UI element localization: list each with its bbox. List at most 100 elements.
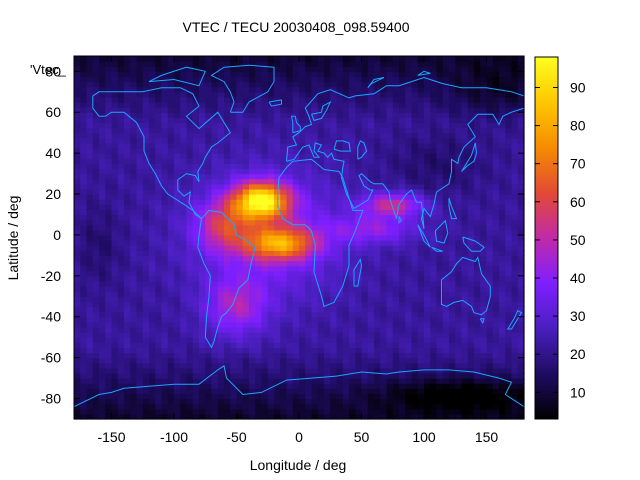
tec-cell — [342, 337, 350, 343]
tec-cell — [136, 209, 144, 216]
tec-cell — [480, 240, 488, 246]
tec-cell — [99, 168, 106, 175]
tec-cell — [374, 367, 381, 374]
tec-cell — [499, 148, 506, 154]
tec-cell — [399, 96, 406, 103]
tec-cell — [361, 240, 369, 246]
tec-cell — [236, 132, 244, 139]
tec-cell — [461, 403, 469, 410]
tec-cell — [267, 148, 275, 154]
tec-cell — [136, 168, 144, 175]
tec-cell — [261, 296, 269, 303]
tec-cell — [424, 250, 431, 256]
tec-cell — [367, 204, 375, 210]
tec-cell — [99, 352, 106, 359]
tec-cell — [392, 383, 400, 389]
tec-cell — [367, 61, 375, 67]
tec-cell — [286, 311, 294, 318]
tec-cell — [499, 132, 506, 139]
tec-cell — [167, 168, 175, 175]
tec-cell — [311, 163, 319, 170]
tec-cell — [86, 173, 94, 180]
tec-cell — [436, 332, 444, 338]
tec-cell — [486, 61, 494, 67]
tec-cell — [361, 224, 369, 231]
tec-cell — [355, 209, 363, 216]
tec-cell — [374, 112, 381, 118]
tec-cell — [242, 76, 250, 83]
tec-cell — [136, 127, 144, 134]
tec-cell — [205, 250, 213, 256]
tec-cell — [199, 245, 206, 251]
tec-cell — [417, 61, 425, 67]
tec-cell — [311, 178, 319, 185]
tec-cell — [455, 56, 463, 62]
tec-cell — [117, 260, 125, 267]
tec-cell — [436, 388, 444, 395]
tec-cell — [211, 209, 219, 216]
tec-cell — [299, 107, 306, 113]
tec-cell — [505, 250, 513, 256]
tec-cell — [305, 347, 313, 354]
tec-cell — [111, 234, 119, 241]
tec-cell — [255, 265, 263, 272]
tec-cell — [236, 158, 244, 164]
tec-cell — [149, 122, 156, 129]
tec-cell — [86, 137, 94, 144]
tec-cell — [361, 291, 369, 297]
tec-cell — [249, 378, 256, 384]
tec-cell — [330, 255, 338, 262]
tec-cell — [380, 122, 388, 129]
tec-cell — [380, 240, 388, 246]
tec-cell — [267, 91, 275, 98]
tec-cell — [467, 168, 475, 175]
tec-cell — [380, 403, 388, 410]
tec-cell — [386, 240, 394, 246]
tec-cell — [117, 158, 125, 164]
tec-cell — [499, 142, 506, 149]
tec-cell — [399, 132, 406, 139]
tec-cell — [299, 234, 306, 241]
tec-cell — [386, 316, 394, 323]
tec-cell — [186, 183, 194, 190]
tec-cell — [392, 229, 400, 236]
tec-cell — [80, 173, 88, 180]
tec-cell — [430, 107, 438, 113]
tec-cell — [105, 286, 113, 292]
tec-cell — [455, 61, 463, 67]
tec-cell — [117, 311, 125, 318]
tec-cell — [486, 127, 494, 134]
tec-cell — [280, 112, 288, 118]
tec-cell — [249, 71, 256, 78]
tec-cell — [474, 71, 481, 78]
tec-cell — [124, 398, 131, 405]
tec-cell — [280, 71, 288, 78]
tec-cell — [267, 383, 275, 389]
tec-cell — [199, 275, 206, 282]
tec-cell — [167, 306, 175, 313]
tec-cell — [299, 148, 306, 154]
tec-cell — [86, 163, 94, 170]
tec-cell — [217, 122, 225, 129]
tec-cell — [136, 372, 144, 379]
tec-cell — [124, 107, 131, 113]
tec-cell — [149, 245, 156, 251]
tec-cell — [86, 183, 94, 190]
tec-cell — [399, 413, 406, 420]
tec-cell — [305, 168, 313, 175]
tec-cell — [161, 245, 169, 251]
tec-cell — [480, 342, 488, 349]
tec-cell — [174, 275, 181, 282]
tec-cell — [161, 413, 169, 420]
tec-cell — [74, 107, 81, 113]
tec-cell — [424, 56, 431, 62]
tec-cell — [361, 332, 369, 338]
tec-cell — [205, 127, 213, 134]
tec-cell — [74, 347, 81, 354]
tec-cell — [149, 367, 156, 374]
tec-cell — [224, 286, 231, 292]
tec-cell — [292, 234, 300, 241]
tec-cell — [161, 188, 169, 195]
tec-cell — [174, 357, 181, 364]
tec-cell — [417, 86, 425, 93]
